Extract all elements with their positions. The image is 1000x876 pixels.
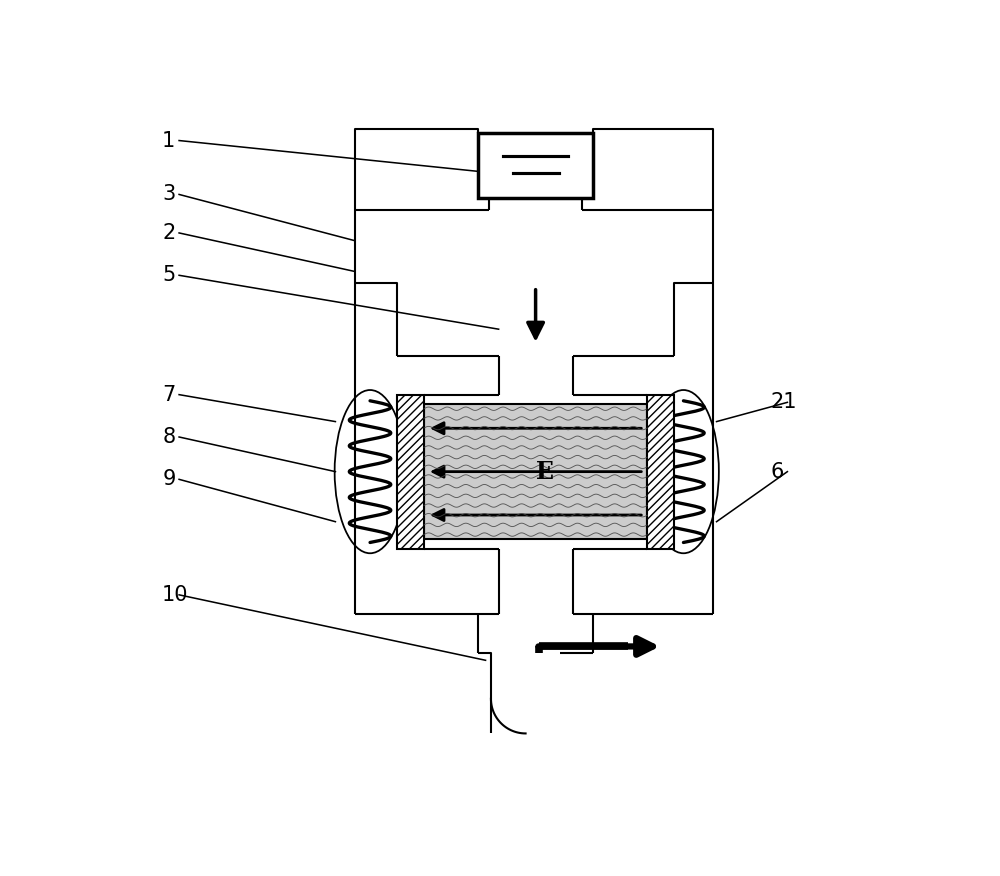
Bar	[647, 395, 674, 548]
Text: 5: 5	[162, 265, 175, 286]
Text: 9: 9	[162, 470, 176, 490]
Text: 8: 8	[162, 427, 175, 447]
Text: 3: 3	[162, 185, 175, 204]
Bar	[424, 404, 647, 540]
Text: 6: 6	[770, 462, 784, 482]
Bar	[397, 395, 424, 548]
Text: 7: 7	[162, 385, 175, 405]
Text: 21: 21	[770, 392, 797, 413]
Text: 1: 1	[162, 131, 175, 151]
Text: 10: 10	[162, 585, 189, 604]
Text: 2: 2	[162, 223, 175, 243]
Bar	[478, 133, 593, 198]
Text: E: E	[536, 460, 554, 484]
